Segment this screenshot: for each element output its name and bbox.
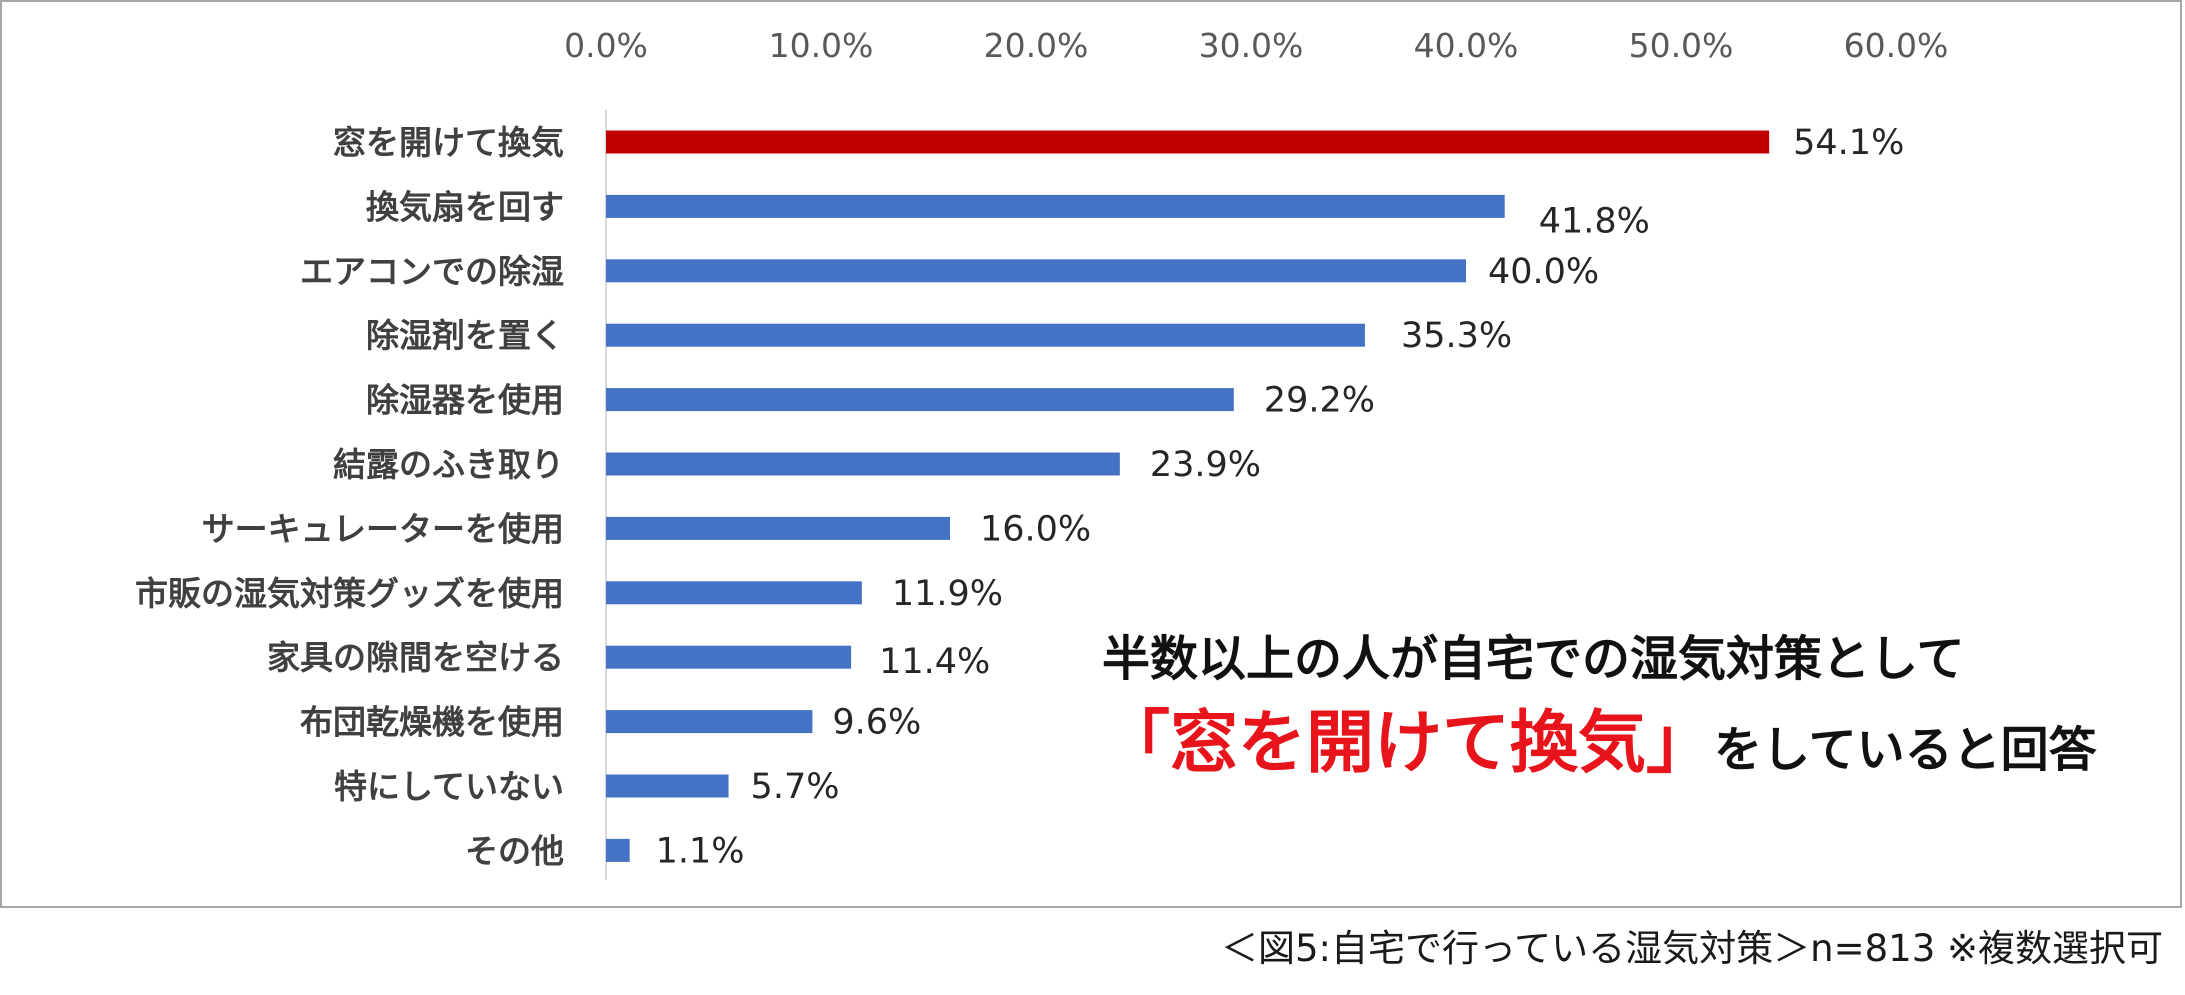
- bar: [606, 516, 950, 540]
- data-label: 11.4%: [879, 642, 990, 682]
- bar: [606, 388, 1234, 412]
- data-label: 16.0%: [980, 509, 1091, 549]
- x-tick-label: 30.0%: [1199, 26, 1304, 65]
- category-label: 布団乾燥機を使用: [300, 703, 564, 742]
- callout-line2: 「窓を開けて換気」をしていると回答: [1102, 694, 2122, 811]
- data-label: 29.2%: [1264, 381, 1375, 421]
- bar: [606, 259, 1466, 283]
- bar: [606, 581, 862, 605]
- data-label: 54.1%: [1793, 123, 1904, 163]
- category-label: 市販の湿気対策グッズを使用: [135, 574, 564, 613]
- category-label: 特にしていない: [334, 767, 564, 806]
- x-tick-label: 20.0%: [984, 26, 1089, 65]
- bar: [606, 130, 1770, 154]
- bar: [606, 710, 813, 734]
- data-label: 23.9%: [1150, 445, 1261, 485]
- category-label: 除湿剤を置く: [366, 316, 564, 355]
- category-label: その他: [465, 831, 564, 870]
- x-tick-label: 50.0%: [1629, 26, 1734, 65]
- bar: [606, 323, 1365, 347]
- category-label: 家具の隙間を空ける: [267, 638, 564, 677]
- category-label: 換気扇を回す: [366, 187, 564, 226]
- bar: [606, 452, 1120, 476]
- data-label: 1.1%: [656, 831, 745, 871]
- category-label: エアコンでの除湿: [300, 252, 564, 291]
- bar: [606, 774, 729, 798]
- category-label: 結露のふき取り: [333, 445, 564, 484]
- bar: [606, 645, 852, 669]
- data-label: 41.8%: [1539, 201, 1650, 241]
- category-label: 窓を開けて換気: [333, 123, 564, 162]
- bar: [606, 838, 630, 862]
- chart-frame: 0.0% 10.0% 20.0% 30.0% 40.0% 50.0% 60.0% 窓を開けて換…: [0, 0, 2182, 908]
- bar: [606, 194, 1505, 218]
- bar-chart: 0.0% 10.0% 20.0% 30.0% 40.0% 50.0% 60.0% 窓を開けて換…: [135, 26, 1949, 880]
- category-label: 除湿器を使用: [366, 381, 564, 420]
- data-label: 40.0%: [1488, 252, 1599, 292]
- callout-highlight: 「窓を開けて換気」: [1102, 704, 1715, 783]
- callout-tail: をしていると回答: [1714, 722, 2097, 778]
- data-label: 35.3%: [1401, 316, 1512, 356]
- data-label: 9.6%: [832, 703, 921, 743]
- data-label: 5.7%: [751, 767, 840, 807]
- x-tick-label: 40.0%: [1414, 26, 1519, 65]
- x-tick-label: 60.0%: [1844, 26, 1949, 65]
- category-label: サーキュレーターを使用: [202, 509, 564, 548]
- callout-line1: 半数以上の人が自宅での湿気対策として: [1102, 631, 1965, 687]
- callout-text: 半数以上の人が自宅での湿気対策として 「窓を開けて換気」をしていると回答: [1102, 624, 2122, 811]
- figure-caption: ＜図5:自宅で行っている湿気対策＞n=813 ※複数選択可: [1221, 927, 2163, 970]
- x-tick-label: 0.0%: [564, 26, 648, 65]
- data-label: 11.9%: [892, 574, 1003, 614]
- x-tick-label: 10.0%: [769, 26, 874, 65]
